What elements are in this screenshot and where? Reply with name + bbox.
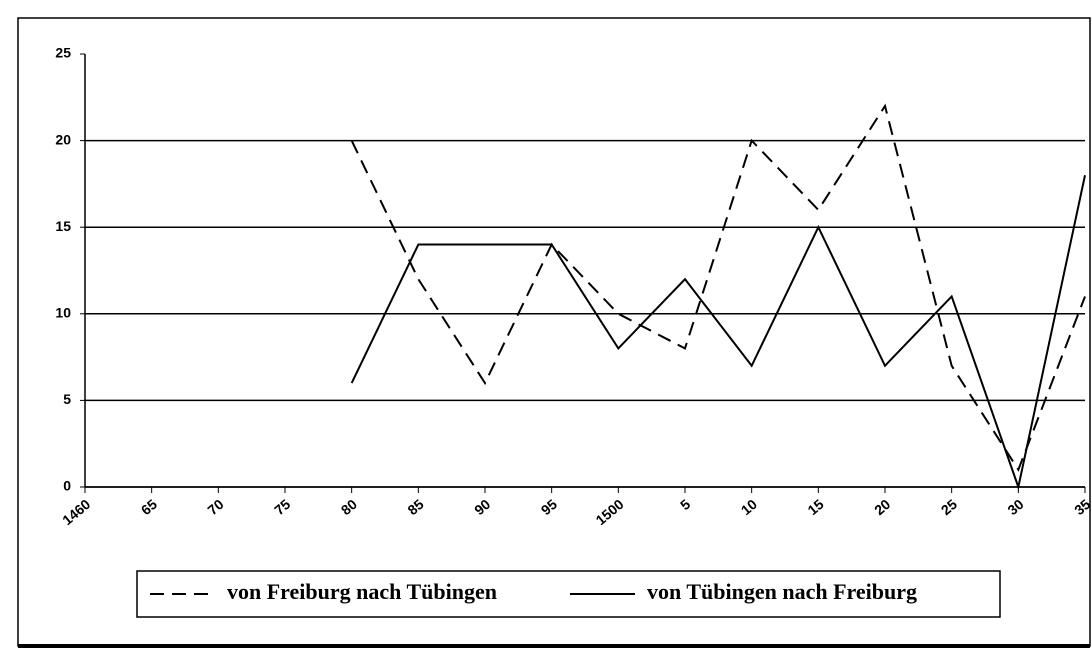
x-tick-label: 30	[1004, 496, 1026, 518]
x-tick-label: 95	[538, 496, 560, 518]
y-tick-label: 15	[55, 218, 71, 234]
y-tick-label: 10	[55, 305, 71, 321]
legend-label: von Tübingen nach Freiburg	[647, 579, 917, 604]
x-tick-label: 1500	[592, 496, 626, 528]
legend-label: von Freiburg nach Tübingen	[227, 579, 497, 604]
y-tick-label: 5	[63, 391, 71, 407]
x-tick-label: 70	[204, 496, 226, 518]
x-tick-label: 5	[677, 496, 693, 513]
chart-frame	[17, 17, 1091, 647]
x-tick-label: 25	[938, 496, 960, 518]
y-tick-label: 0	[63, 478, 71, 494]
x-tick-label: 80	[338, 496, 360, 518]
legend-box	[136, 570, 1001, 618]
x-tick-label: 15	[804, 496, 826, 518]
x-tick-label: 35	[1071, 496, 1092, 518]
x-tick-label: 1460	[59, 496, 93, 528]
x-tick-label: 75	[271, 496, 293, 518]
y-tick-label: 25	[55, 45, 71, 61]
x-tick-label: 90	[471, 496, 493, 518]
x-tick-label: 85	[404, 496, 426, 518]
series-line	[350, 175, 1086, 491]
series-line	[350, 103, 1086, 472]
y-tick-label: 20	[55, 131, 71, 147]
x-tick-label: 65	[138, 496, 160, 518]
x-tick-label: 20	[871, 496, 893, 518]
x-tick-label: 10	[738, 496, 760, 518]
